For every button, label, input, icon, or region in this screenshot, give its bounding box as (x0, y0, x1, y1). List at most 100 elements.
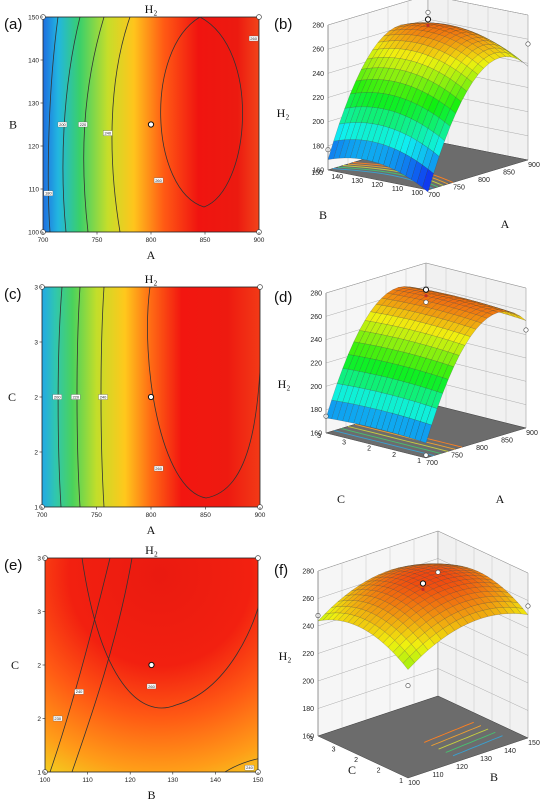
z-tick-label: 200 (302, 679, 314, 686)
x-tick-label: 800 (478, 177, 490, 184)
contour-label-box (244, 765, 255, 771)
x-tick-label: 150 (528, 740, 540, 747)
y-tick-label: 120 (371, 182, 383, 189)
y-tick-label: 3 (34, 339, 38, 346)
floor-contour (424, 721, 474, 743)
z-axis-label: H₂ (279, 649, 292, 663)
chart-title: H₂ (145, 543, 158, 557)
contour-label-box (52, 394, 62, 400)
y-tick-label: 1 (34, 504, 38, 511)
wall-gridline (317, 530, 529, 574)
floor-contour (340, 428, 442, 454)
y-tick-label: 110 (29, 186, 40, 193)
design-point (435, 569, 441, 575)
y-tick-label: 2 (34, 394, 38, 401)
x-tick-label: 110 (82, 777, 93, 784)
x-tick-label: 700 (426, 460, 438, 467)
chart-title: H₂ (145, 2, 158, 16)
contour-label-box (146, 683, 157, 690)
x-tick-label: 800 (146, 512, 157, 519)
design-point (423, 299, 429, 305)
contour-panel-2: 200 220 240 260 700 750 800 850 900 1 2 2 3 3 H₂ A C (c) (4, 272, 266, 537)
z-tick-label: 220 (302, 651, 314, 658)
contour-label: 260 (155, 178, 162, 183)
panel-label: (f) (274, 562, 288, 579)
x-axis-label: A (147, 523, 156, 537)
z-axis-label: H₂ (277, 106, 290, 120)
x-axis-label: B (147, 788, 155, 802)
contour-label-box (43, 190, 54, 196)
x-tick-label: 700 (428, 192, 440, 199)
design-point (523, 327, 529, 333)
z-axis-label: H₂ (278, 377, 291, 391)
contour-label-box (53, 715, 63, 722)
y-tick-label: 140 (28, 57, 39, 64)
y-axis-label: C (337, 492, 345, 506)
contour-line (49, 558, 111, 772)
x-tick-label: 800 (146, 237, 157, 244)
wall-gridline (325, 262, 527, 294)
x-tick-label: 900 (528, 162, 540, 169)
contour-label-box (74, 689, 84, 695)
center-point-marker (421, 587, 425, 592)
y-tick-label: 120 (28, 143, 39, 150)
contour-label-box (98, 394, 108, 400)
contour-line (81, 558, 258, 709)
x-tick-label: 750 (91, 512, 102, 519)
z-tick-label: 260 (312, 47, 324, 54)
floor-contour (431, 725, 482, 747)
y-tick-label: 3 (332, 747, 336, 754)
design-point (405, 683, 411, 689)
x-tick-label: 900 (255, 512, 266, 519)
z-tick-label: 180 (302, 706, 314, 713)
x-tick-label: 100 (40, 777, 51, 784)
y-tick-label: 3 (37, 609, 41, 616)
contour-line (111, 17, 131, 232)
contour-label: 260 (148, 684, 155, 689)
x-tick-label: 700 (38, 237, 49, 244)
response-surface (325, 286, 527, 444)
z-tick-label: 160 (310, 431, 322, 438)
wall-gridline (317, 668, 529, 711)
x-axis-label: B (490, 770, 498, 784)
y-tick-label: 3 (317, 433, 321, 440)
contour-panel-4: 230 240 260 240 100 110 120 130 140 150 1 2 2 3 3 H₂ B C (… (4, 543, 264, 802)
center-point (148, 661, 155, 669)
y-tick-label: 140 (331, 174, 343, 181)
contour-lines (49, 558, 258, 772)
x-tick-label: 140 (504, 748, 516, 755)
contour-label: 240 (76, 689, 83, 694)
contour-label: 220 (72, 394, 79, 399)
contour-line (71, 558, 133, 772)
design-point (257, 284, 263, 290)
y-tick-label: 3 (37, 555, 41, 562)
surface-facet (420, 423, 432, 444)
panel-label: (b) (274, 16, 292, 33)
z-tick-label: 200 (310, 384, 322, 391)
x-tick-label: 750 (451, 453, 463, 460)
surface-facet (422, 168, 434, 193)
contour-label-box (103, 130, 113, 136)
z-tick-label: 280 (310, 291, 322, 298)
floor (317, 695, 529, 779)
surface-panel-1: 160 180 200 220 240 260 280 700 750 800 850 900 100 1… (274, 0, 540, 231)
x-tick-label: 900 (526, 430, 538, 437)
center-point (147, 121, 155, 128)
y-axis-label: B (9, 118, 17, 132)
x-tick-label: 120 (456, 764, 468, 771)
floor-contour (354, 423, 456, 450)
x-tick-label: 700 (37, 512, 48, 519)
design-point (525, 603, 531, 609)
y-tick-label: 2 (354, 757, 358, 764)
z-tick-label: 180 (312, 143, 324, 150)
contour-line (47, 17, 59, 232)
design-point (425, 9, 431, 15)
x-tick-label: 140 (210, 777, 221, 784)
z-tick-label: 260 (310, 314, 322, 321)
z-tick-label: 280 (302, 569, 314, 576)
design-point (525, 41, 531, 47)
y-tick-label: 1 (417, 458, 421, 465)
surface-facet (402, 656, 415, 670)
y-tick-label: 110 (392, 186, 403, 193)
y-tick-label: 3 (342, 439, 346, 446)
